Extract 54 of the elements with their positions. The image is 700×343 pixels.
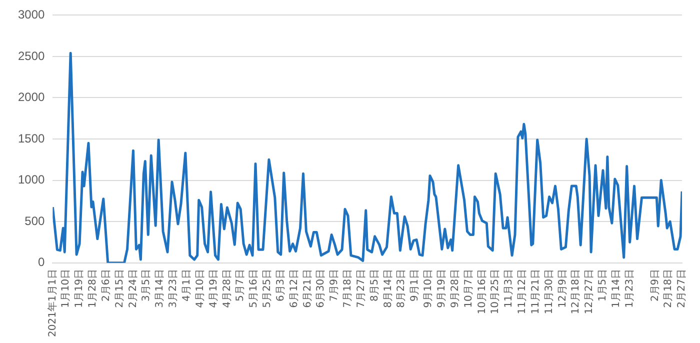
x-tick-label: 2月18日 (663, 268, 674, 308)
x-tick-label: 4月1日 (182, 268, 192, 302)
x-tick-label: 9月19日 (436, 268, 448, 308)
x-tick-label: 11月3日 (504, 268, 515, 308)
x-tick-label: 2月6日 (100, 268, 112, 302)
x-tick-label: 10月25日 (490, 268, 502, 314)
x-tick-label: 1月10日 (60, 268, 72, 308)
x-tick-label: 2月15日 (114, 268, 126, 308)
y-tick-label: 500 (24, 214, 46, 228)
x-tick-label: 2月27日 (676, 268, 688, 308)
x-tick-label: 1月23日 (624, 268, 636, 308)
x-tick-label: 8月23日 (396, 268, 408, 308)
x-tick-label: 12月9日 (557, 268, 568, 308)
x-tick-label: 7月18日 (342, 268, 354, 308)
x-tick-label: 9月1日 (410, 268, 421, 302)
x-tick-label: 4月28日 (222, 268, 233, 308)
x-tick-label: 6月21日 (302, 268, 314, 308)
x-tick-label: 1月14日 (610, 268, 622, 308)
x-tick-label: 5月7日 (235, 268, 246, 302)
x-tick-label: 4月19日 (208, 268, 220, 308)
x-tick-label: 3月5日 (141, 268, 152, 302)
x-tick-label: 2月9日 (650, 268, 661, 302)
x-tick-label: 2月24日 (128, 268, 139, 308)
x-tick-label: 9月28日 (450, 268, 461, 308)
x-tick-label: 1月28日 (88, 268, 99, 308)
x-tick-label: 5月25日 (262, 268, 274, 308)
x-tick-label: 10月7日 (463, 268, 474, 308)
x-tick-label: 2021年1月1日 (46, 268, 58, 338)
y-tick-label: 2500 (18, 48, 46, 63)
x-tick-label: 9月10日 (423, 268, 434, 308)
x-tick-label: 1月5日 (598, 268, 609, 302)
x-tick-label: 6月3日 (275, 268, 286, 302)
x-tick-label: 4月10日 (194, 268, 206, 308)
x-tick-label: 7月9日 (329, 268, 340, 302)
y-tick-label: 1000 (18, 172, 46, 187)
x-tick-label: 12月18日 (570, 268, 582, 314)
x-tick-label: 1月19日 (74, 268, 86, 308)
x-tick-label: 6月30日 (316, 268, 327, 308)
y-tick-label: 0 (38, 255, 46, 270)
x-tick-label: 8月5日 (369, 268, 380, 302)
y-tick-label: 3000 (18, 8, 46, 22)
x-tick-label: 5月16日 (248, 268, 260, 308)
x-tick-label: 3月14日 (154, 268, 166, 308)
y-tick-label: 2000 (18, 90, 46, 104)
x-tick-label: 11月21日 (530, 268, 542, 314)
x-tick-label: 11月12日 (517, 268, 528, 314)
y-tick-label: 1500 (18, 131, 46, 146)
x-tick-label: 7月27日 (356, 268, 367, 308)
x-tick-label: 3月23日 (168, 268, 180, 308)
x-tick-label: 10月16日 (476, 268, 488, 314)
x-tick-label: 6月12日 (288, 268, 300, 308)
x-tick-label: 11月30日 (544, 268, 555, 314)
x-tick-label: 12月27日 (584, 268, 596, 314)
x-tick-label: 8月14日 (382, 268, 394, 308)
